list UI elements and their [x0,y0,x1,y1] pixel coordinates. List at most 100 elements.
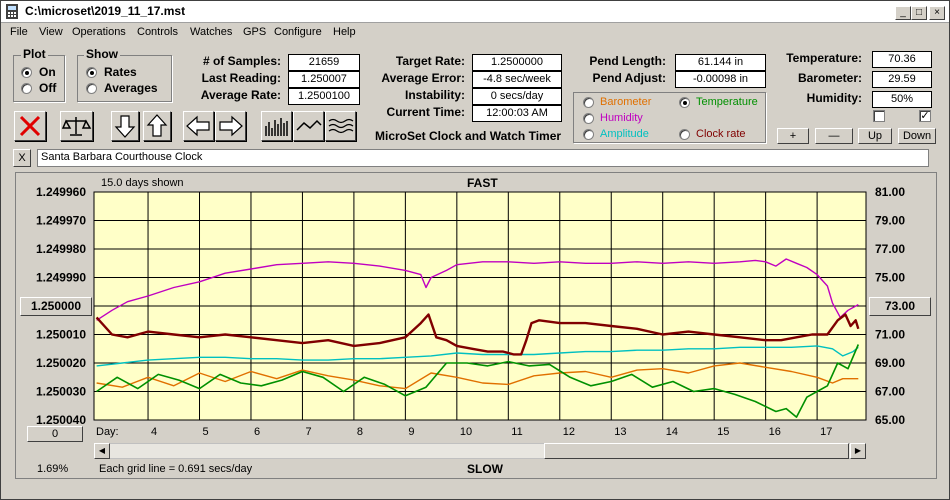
stop-button[interactable] [14,111,46,141]
y-right-tick-label: 75.00 [875,271,905,285]
minimize-button[interactable]: _ [895,6,911,20]
window-title: C:\microset\2019_11_17.mst [25,4,186,18]
menu-bar: File View Operations Controls Watches GP… [1,23,949,43]
line-graph-button[interactable] [293,111,324,141]
humidity-label: Humidity: [806,91,862,105]
app-caption: MicroSet Clock and Watch Timer [375,129,562,143]
arrow-right-icon [219,115,243,137]
samples-label: # of Samples: [202,54,281,68]
plot-on-radio[interactable] [21,67,32,78]
fast-label: FAST [467,176,498,190]
scroll-right-button[interactable]: ▶ [850,443,866,459]
average-error-field: -4.8 sec/week [472,71,562,88]
barometer-option-label: Barometer [600,96,652,108]
series-line-humidity [96,258,859,321]
close-button[interactable]: × [929,6,945,20]
y-left-tick-label: 1.250010 [36,328,86,342]
amplitude-radio[interactable] [583,129,594,140]
zero-button[interactable]: 0 [27,426,83,442]
down-button[interactable]: Down [898,128,936,144]
instability-field: 0 secs/day [472,88,562,105]
balance-scale-icon [61,117,92,136]
right-arrow-button[interactable] [215,111,246,141]
x-tick-label: 4 [151,426,157,438]
show-group [77,55,172,102]
plot-group-title: Plot [21,47,48,61]
option-checkbox-1[interactable] [873,110,885,122]
menu-operations[interactable]: Operations [72,26,126,38]
target-rate-field[interactable]: 1.2500000 [472,54,562,71]
y-left-tick-label: 1.250030 [36,385,86,399]
app-icon [6,4,18,19]
y-left-tick-label: 1.249960 [36,185,86,199]
clear-clock-button[interactable]: X [13,149,31,167]
amplitude-option-label: Amplitude [600,128,649,140]
option-checkbox-2[interactable]: ✓ [919,110,931,122]
y-left-tick-label: 1.249990 [36,271,86,285]
histogram-button[interactable] [261,111,292,141]
arrow-left-icon [186,115,210,137]
target-rate-label: Target Rate: [395,54,465,68]
y-left-tick-label: 1.250040 [36,413,86,427]
temperature-radio[interactable] [679,97,690,108]
up-arrow-button[interactable] [143,111,171,141]
plot-on-label: On [39,65,56,79]
menu-controls[interactable]: Controls [137,26,178,38]
clock-name-field[interactable]: Santa Barbara Courthouse Clock [37,149,929,167]
pend-adjust-field: -0.00098 in [675,71,766,88]
y-right-tick-label: 79.00 [875,214,905,228]
right-center-button[interactable]: 73.00 [869,297,931,316]
plus-button[interactable]: + [777,128,809,144]
show-rates-radio[interactable] [86,67,97,78]
x-tick-label: 17 [820,426,832,438]
x-tick-label: 6 [254,426,260,438]
left-arrow-button[interactable] [183,111,214,141]
humidity-option-label: Humidity [600,112,643,124]
maximize-button[interactable]: □ [911,6,927,20]
pend-length-label: Pend Length: [589,54,666,68]
plot-off-radio[interactable] [21,83,32,94]
y-left-tick-label: 1.250020 [36,356,86,370]
average-rate-label: Average Rate: [200,88,281,102]
zoom-percent-label: 1.69% [37,463,69,475]
y-right-tick-label: 77.00 [875,242,905,256]
menu-configure[interactable]: Configure [274,26,322,38]
down-arrow-button[interactable] [111,111,139,141]
minus-button[interactable]: — [815,128,853,144]
series-line-clock-rate [95,313,860,356]
x-tick-label: 16 [769,426,781,438]
x-tick-label: 12 [563,426,575,438]
menu-view[interactable]: View [39,26,63,38]
up-button[interactable]: Up [858,128,892,144]
y-right-tick-label: 67.00 [875,385,905,399]
clock-rate-radio[interactable] [679,129,690,140]
left-center-button[interactable]: 1.250000 [20,297,92,316]
show-averages-radio[interactable] [86,83,97,94]
scroll-thumb[interactable] [544,443,849,459]
series-line-amplitude [96,345,859,367]
temperature-option-label: Temperature [696,96,758,108]
scroll-left-button[interactable]: ◀ [94,443,110,459]
arrow-up-icon [146,114,168,137]
show-rates-label: Rates [104,65,137,79]
barometer-radio[interactable] [583,97,594,108]
series-line-barometer [96,362,859,390]
y-right-tick-label: 65.00 [875,413,905,427]
menu-file[interactable]: File [10,26,28,38]
y-right-tick-label: 69.00 [875,356,905,370]
series-line-temperature [96,344,860,418]
grid-note-label: Each grid line = 0.691 secs/day [99,463,253,475]
current-time-label: Current Time: [386,105,465,119]
temperature-field: 70.36 [872,51,932,68]
y-left-tick-label: 1.249970 [36,214,86,228]
menu-help[interactable]: Help [333,26,356,38]
balance-button[interactable] [60,111,93,141]
menu-gps[interactable]: GPS [243,26,267,38]
menu-watches[interactable]: Watches [190,26,233,38]
wave-graph-button[interactable] [325,111,356,141]
humidity-radio[interactable] [583,113,594,124]
last-reading-field: 1.250007 [288,71,360,88]
temperature-label: Temperature: [786,51,862,65]
y-right-tick-label: 81.00 [875,185,905,199]
